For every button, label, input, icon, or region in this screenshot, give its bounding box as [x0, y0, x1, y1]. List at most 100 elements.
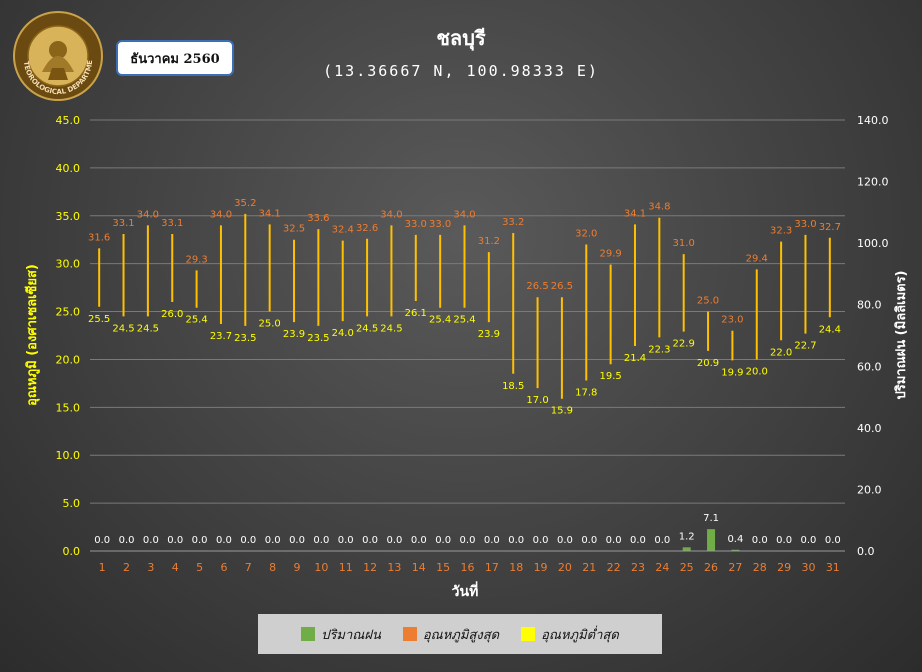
max-temp-label: 33.1: [161, 218, 183, 229]
y-tick-label: 5.0: [63, 497, 81, 510]
x-tick-label: 23: [631, 561, 645, 574]
rain-data-label: 0.0: [508, 535, 524, 546]
rain-data-label: 0.0: [362, 535, 378, 546]
min-temp-label: 24.0: [332, 328, 354, 339]
x-tick-label: 26: [704, 561, 718, 574]
min-temp-label: 25.4: [185, 315, 207, 326]
x-tick-label: 27: [728, 561, 742, 574]
x-tick-label: 17: [485, 561, 499, 574]
x-tick-label: 13: [387, 561, 401, 574]
x-tick-label: 25: [680, 561, 694, 574]
x-tick-label: 31: [826, 561, 840, 574]
max-temp-label: 33.0: [405, 219, 427, 230]
max-temp-label: 26.5: [551, 281, 573, 292]
x-tick-label: 1: [99, 561, 106, 574]
rain-data-label: 0.0: [654, 535, 670, 546]
max-temp-label: 23.0: [721, 315, 743, 326]
min-temp-label: 20.0: [746, 366, 768, 377]
rain-data-label: 0.0: [776, 535, 792, 546]
min-temp-label: 24.5: [356, 323, 378, 334]
min-temp-label: 20.9: [697, 358, 719, 369]
x-tick-label: 18: [509, 561, 523, 574]
x-tick-label: 10: [314, 561, 328, 574]
x-axis-label: วันที่: [452, 581, 479, 600]
rain-data-label: 0.0: [289, 535, 305, 546]
min-temp-label: 24.5: [380, 323, 402, 334]
y2-tick-label: 0.0: [857, 545, 875, 558]
y2-tick-label: 40.0: [857, 422, 882, 435]
max-temp-label: 34.1: [259, 208, 281, 219]
rain-data-label: 0.0: [411, 535, 427, 546]
min-temp-label: 22.9: [673, 339, 695, 350]
y2-tick-label: 60.0: [857, 360, 882, 373]
rain-data-label: 7.1: [703, 513, 719, 524]
rain-data-label: 0.0: [167, 535, 183, 546]
max-temp-label: 34.8: [648, 202, 670, 213]
max-temp-label: 29.9: [599, 249, 621, 260]
rain-data-label: 0.0: [606, 535, 622, 546]
rain-data-label: 0.0: [460, 535, 476, 546]
gridlines: [90, 119, 845, 552]
chart-subtitle: (13.36667 N, 100.98333 E): [323, 62, 599, 80]
max-temp-label: 32.5: [283, 224, 305, 235]
x-tick-label: 12: [363, 561, 377, 574]
min-temp-label: 22.7: [794, 341, 816, 352]
month-label: ธันวาคม 2560: [130, 51, 220, 67]
max-temp-label: 32.4: [332, 225, 354, 236]
min-temp-label: 17.0: [526, 395, 548, 406]
x-tick-label: 14: [412, 561, 426, 574]
legend: ปริมาณฝน อุณหภูมิสูงสุด อุณหภูมิต่ำสุด: [258, 614, 662, 654]
max-temp-label: 34.0: [380, 209, 402, 220]
rain-data-label: 0.0: [119, 535, 135, 546]
min-temp-label: 22.0: [770, 347, 792, 358]
x-tick-label: 9: [294, 561, 301, 574]
min-temp-label: 23.9: [283, 329, 305, 340]
legend-item-rain: ปริมาณฝน: [301, 624, 381, 645]
rain-data-label: 0.4: [727, 534, 743, 545]
max-temp-label: 34.0: [137, 209, 159, 220]
axes: อุณหภูมิ (องศาเซลเซียส) ปริมาณฝน (มิลลิเ…: [24, 114, 909, 600]
y2-tick-label: 80.0: [857, 299, 882, 312]
rain-data-label: 0.0: [94, 535, 110, 546]
max-temp-label: 31.6: [88, 232, 110, 243]
meteorological-department-logo: METEOROLOGICAL DEPARTMENT: [12, 10, 103, 101]
rain-bar: [731, 549, 740, 551]
min-temp-label: 25.0: [259, 319, 281, 330]
temperature-range-lines: [98, 213, 831, 399]
rain-data-label: 0.0: [338, 535, 354, 546]
x-tick-label: 7: [245, 561, 252, 574]
x-tick-label: 20: [558, 561, 572, 574]
y2-tick-label: 100.0: [857, 237, 889, 250]
rain-data-label: 0.0: [752, 535, 768, 546]
rain-bars: [682, 529, 740, 551]
rain-data-label: 0.0: [630, 535, 646, 546]
max-temp-label: 32.0: [575, 229, 597, 240]
rain-bar: [707, 529, 716, 551]
max-temp-label: 33.1: [112, 218, 134, 229]
y2-tick-label: 120.0: [857, 176, 889, 189]
max-temp-label: 34.1: [624, 208, 646, 219]
x-tick-label: 21: [582, 561, 596, 574]
y-tick-label: 35.0: [56, 210, 81, 223]
legend-item-min-temp: อุณหภูมิต่ำสุด: [521, 624, 619, 645]
max-temp-label: 29.4: [746, 253, 768, 264]
legend-item-max-temp: อุณหภูมิสูงสุด: [402, 624, 499, 645]
y-tick-label: 30.0: [56, 258, 81, 271]
max-temp-label: 32.7: [819, 222, 841, 233]
x-tick-label: 6: [220, 561, 227, 574]
rain-data-label: 0.0: [484, 535, 500, 546]
min-temp-label: 21.4: [624, 353, 646, 364]
max-temp-label: 33.2: [502, 217, 524, 228]
x-tick-label: 29: [777, 561, 791, 574]
min-temp-label: 19.5: [599, 371, 621, 382]
y2-tick-label: 140.0: [857, 114, 889, 127]
y-tick-label: 25.0: [56, 306, 81, 319]
rain-data-label: 1.2: [679, 531, 695, 542]
y2-axis-label: ปริมาณฝน (มิลลิเมตร): [894, 270, 909, 399]
max-temp-label: 33.0: [429, 219, 451, 230]
min-temp-label: 19.9: [721, 367, 743, 378]
max-temp-label: 33.6: [307, 213, 329, 224]
min-temp-swatch: [521, 627, 536, 641]
y2-tick-label: 20.0: [857, 483, 882, 496]
